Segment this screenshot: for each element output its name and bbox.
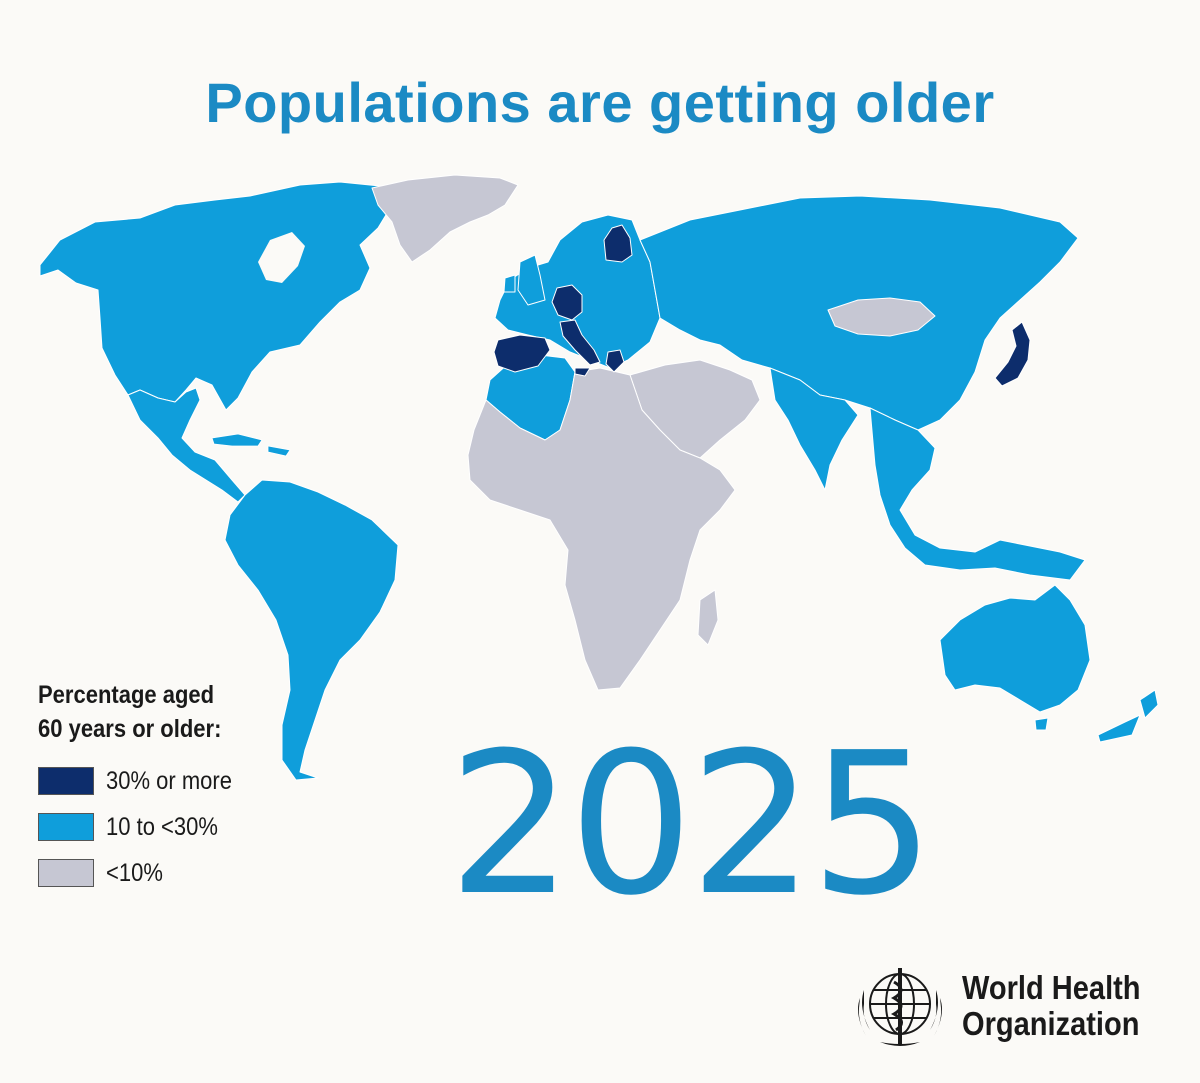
org-name-line-2: Organization xyxy=(962,1005,1140,1042)
region-spain-portugal xyxy=(493,334,551,373)
legend-item: 10 to <30% xyxy=(38,804,249,850)
region-greece xyxy=(605,349,625,373)
map-legend: Percentage aged 60 years or older: 30% o… xyxy=(38,678,249,896)
region-south-america xyxy=(224,479,399,781)
region-africa xyxy=(467,367,736,691)
region-southeast-asia xyxy=(869,407,1086,581)
page-title: Populations are getting older xyxy=(205,71,995,134)
who-logo: World Health Organization xyxy=(850,960,1165,1052)
world-map xyxy=(39,174,1159,781)
region-uk xyxy=(503,254,546,306)
region-australia xyxy=(939,584,1091,713)
region-caribbean xyxy=(211,433,291,457)
hudson-bay xyxy=(258,232,305,283)
org-name: World Health Organization xyxy=(962,970,1141,1042)
region-tasmania xyxy=(1034,717,1049,731)
region-germany xyxy=(551,284,583,321)
region-japan xyxy=(994,321,1031,387)
legend-label: 30% or more xyxy=(106,766,232,795)
who-emblem-icon xyxy=(858,968,942,1046)
region-mongolia xyxy=(827,297,936,337)
region-greenland xyxy=(371,174,519,263)
region-new-zealand xyxy=(1097,689,1159,743)
legend-label: 10 to <30% xyxy=(106,812,218,841)
year-label: 2025 xyxy=(448,711,935,939)
legend-swatch-mid xyxy=(38,813,94,841)
org-name-line-1: World Health xyxy=(962,969,1141,1006)
region-italy xyxy=(559,319,601,377)
region-north-america xyxy=(39,181,393,411)
region-south-asia xyxy=(769,367,859,491)
legend-title-line-2: 60 years or older: xyxy=(38,715,222,743)
legend-title-line-1: Percentage aged xyxy=(38,681,215,709)
region-central-america xyxy=(127,387,246,503)
legend-item: 30% or more xyxy=(38,758,249,804)
legend-label: <10% xyxy=(106,858,163,887)
legend-swatch-low xyxy=(38,859,94,887)
legend-items: 30% or more 10 to <30% <10% xyxy=(38,758,249,896)
region-madagascar xyxy=(697,589,719,646)
legend-swatch-high xyxy=(38,767,94,795)
legend-item: <10% xyxy=(38,850,249,896)
region-finland xyxy=(603,224,633,263)
